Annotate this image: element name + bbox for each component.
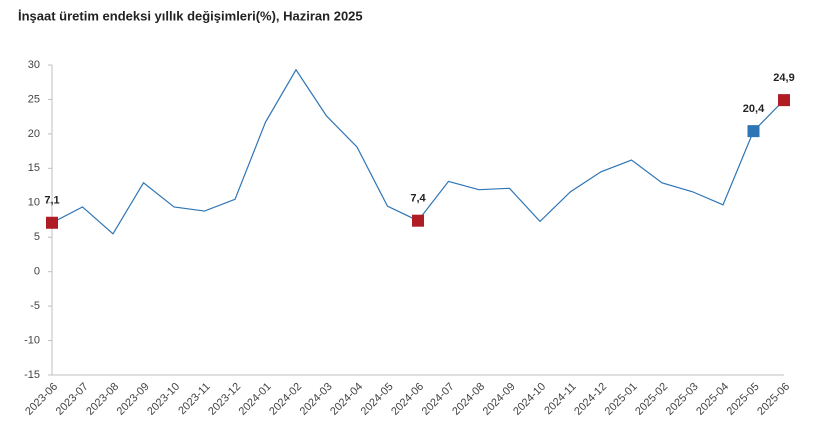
x-tick-label: 2024-07: [420, 381, 457, 418]
x-tick-label: 2024-06: [389, 381, 426, 418]
x-tick-label: 2025-02: [633, 381, 670, 418]
y-tick-label: -10: [24, 334, 40, 346]
point-marker: [46, 216, 58, 229]
x-tick-label: 2024-12: [572, 381, 609, 418]
y-tick-label: -5: [30, 300, 40, 312]
x-tick-label: 2024-10: [511, 381, 548, 418]
x-tick-label: 2023-08: [84, 381, 121, 418]
x-tick-label: 2025-05: [725, 381, 762, 418]
point-marker: [747, 125, 760, 138]
x-tick-label: 2025-01: [603, 381, 640, 418]
data-line: [51, 68, 785, 235]
y-tick-label: -15: [24, 369, 40, 381]
x-tick-label: 2023-06: [23, 381, 60, 418]
x-tick-label: 2023-09: [115, 381, 152, 418]
x-tick-label: 2024-01: [237, 381, 274, 418]
chart-title: İnşaat üretim endeksi yıllık değişimleri…: [18, 8, 363, 23]
y-tick-label: 30: [28, 59, 40, 71]
y-tick-label: 10: [28, 197, 40, 209]
point-marker: [778, 94, 790, 107]
x-tick-label: 2023-12: [206, 381, 243, 418]
x-tick-label: 2024-08: [450, 381, 487, 418]
x-tick-label: 2025-06: [755, 381, 792, 418]
x-tick-label: 2024-02: [267, 381, 304, 418]
x-tick-label: 2023-07: [54, 381, 91, 418]
x-tick-label: 2025-04: [694, 381, 731, 418]
x-tick-label: 2025-03: [664, 381, 701, 418]
x-tick-label: 2024-09: [481, 381, 518, 418]
y-tick-label: 20: [28, 128, 40, 140]
x-tick-label: 2024-04: [328, 381, 365, 418]
x-tick-label: 2024-05: [359, 381, 396, 418]
data-label: 20,4: [743, 103, 765, 115]
data-label: 7,4: [410, 193, 426, 205]
data-label: 24,9: [773, 72, 794, 84]
x-tick-label: 2024-03: [298, 381, 335, 418]
y-tick-label: 25: [28, 93, 40, 105]
point-marker: [412, 214, 424, 227]
y-tick-label: 5: [34, 231, 40, 243]
y-tick-label: 15: [28, 162, 40, 174]
y-tick-label: 0: [34, 266, 40, 278]
x-tick-label: 2023-10: [145, 381, 182, 418]
data-label: 7,1: [44, 195, 59, 207]
